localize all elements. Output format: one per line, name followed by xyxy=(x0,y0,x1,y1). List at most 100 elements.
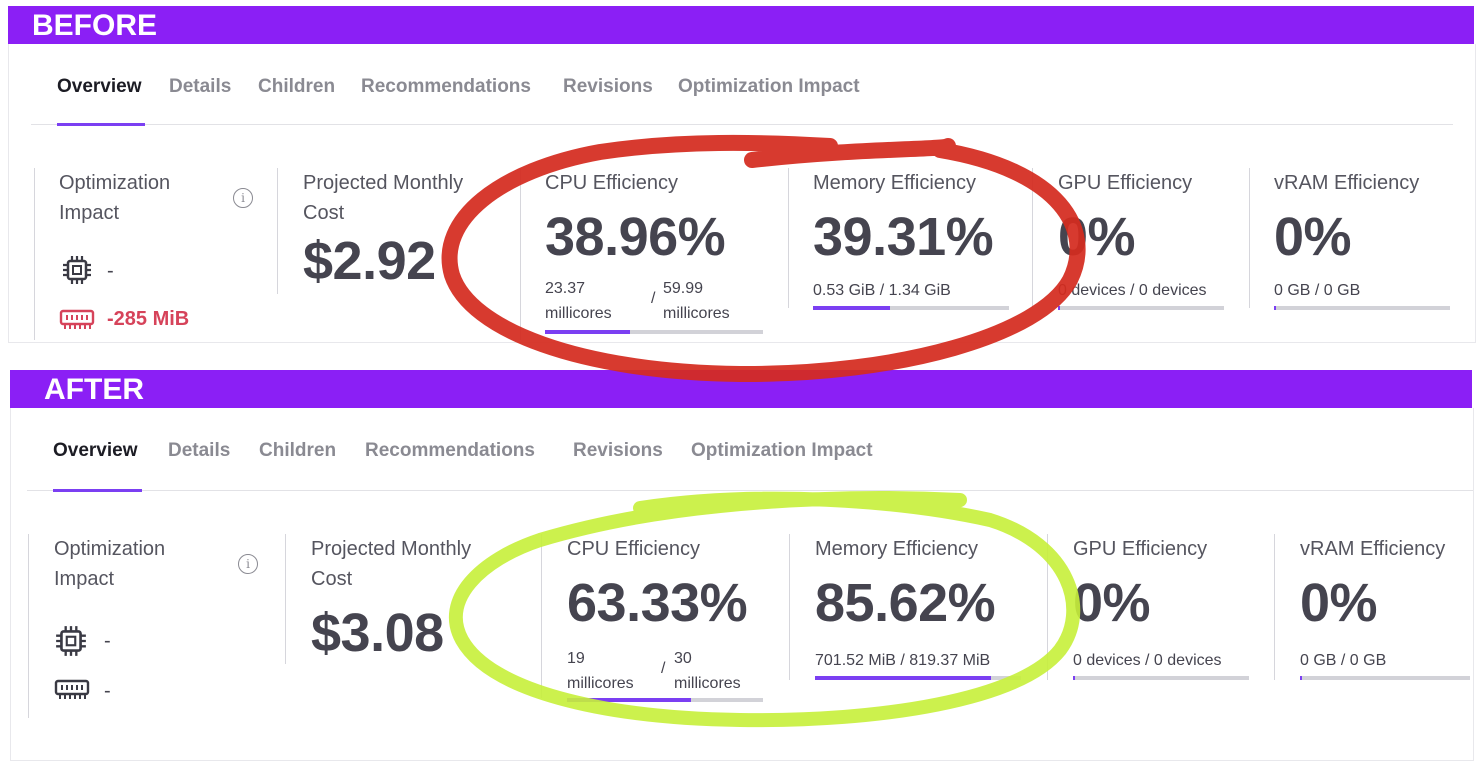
card-divider xyxy=(277,168,278,294)
after-banner: AFTER xyxy=(10,370,1472,408)
gpu-efficiency-bar-fill xyxy=(1058,306,1060,310)
cpu-used: 19 xyxy=(567,650,585,667)
memory-detail: 0.53 GiB / 1.34 GiB xyxy=(813,282,951,299)
cpu-efficiency-bar xyxy=(567,698,763,702)
gpu-efficiency-value: 0% xyxy=(1058,207,1136,267)
tab-children[interactable]: Children xyxy=(259,440,337,461)
cpu-efficiency-title: CPU Efficiency xyxy=(545,172,679,194)
cpu-efficiency-value: 38.96% xyxy=(545,207,726,267)
projected-cost-card: Projected Monthly Cost $2.92 xyxy=(303,168,493,308)
vram-detail: 0 GB / 0 GB xyxy=(1300,652,1387,669)
tab-revisions[interactable]: Revisions xyxy=(563,76,653,97)
cpu-efficiency-bar xyxy=(545,330,763,334)
active-tab-indicator xyxy=(53,489,142,492)
info-icon[interactable]: i xyxy=(238,554,258,574)
tab-optimization-impact[interactable]: Optimization Impact xyxy=(678,76,860,97)
tab-recommendations[interactable]: Recommendations xyxy=(365,440,535,461)
info-icon[interactable]: i xyxy=(233,188,253,208)
active-tab-indicator xyxy=(57,123,145,126)
memory-efficiency-title: Memory Efficiency xyxy=(813,172,977,194)
card-divider xyxy=(28,534,29,718)
tab-children[interactable]: Children xyxy=(258,76,336,97)
gpu-efficiency-bar-fill xyxy=(1073,676,1075,680)
vram-detail: 0 GB / 0 GB xyxy=(1274,282,1361,299)
tab-details[interactable]: Details xyxy=(169,76,232,97)
card-divider xyxy=(1274,534,1275,680)
projected-cost-title: Projected Monthly Cost xyxy=(311,538,472,590)
cpu-impact-value: - xyxy=(104,630,111,652)
gpu-efficiency-value: 0% xyxy=(1073,573,1151,633)
vram-efficiency-card: vRAM Efficiency 0% 0 GB / 0 GB xyxy=(1274,168,1454,318)
memory-efficiency-value: 39.31% xyxy=(813,207,994,267)
cpu-chip-icon xyxy=(56,626,86,656)
cpu-efficiency-value: 63.33% xyxy=(567,573,748,633)
gpu-efficiency-title: GPU Efficiency xyxy=(1058,172,1193,194)
vram-efficiency-bar xyxy=(1300,676,1470,680)
tab-revisions[interactable]: Revisions xyxy=(573,440,663,461)
tab-details[interactable]: Details xyxy=(168,440,231,461)
tab-overview[interactable]: Overview xyxy=(57,76,142,97)
gpu-efficiency-card: GPU Efficiency 0% 0 devices / 0 devices xyxy=(1073,534,1253,684)
memory-efficiency-bar-fill xyxy=(815,676,992,680)
projected-cost-title: Projected Monthly Cost xyxy=(303,172,464,224)
gpu-detail: 0 devices / 0 devices xyxy=(1073,652,1222,669)
before-panel: Overview Details Children Recommendation… xyxy=(8,44,1476,343)
vram-efficiency-title: vRAM Efficiency xyxy=(1274,172,1420,194)
tab-bar: Overview Details Children Recommendation… xyxy=(27,408,1473,492)
cpu-chip-icon xyxy=(63,256,91,284)
cpu-efficiency-card: CPU Efficiency 38.96% 23.37 millicores /… xyxy=(545,168,765,338)
optimization-impact-title: Optimization Impact xyxy=(54,538,166,590)
card-divider xyxy=(34,168,35,340)
memory-detail: 701.52 MiB / 819.37 MiB xyxy=(815,652,991,669)
card-divider xyxy=(788,168,789,308)
card-divider xyxy=(1047,534,1048,680)
cpu-used-unit: millicores xyxy=(567,675,634,692)
memory-impact-value: - xyxy=(104,680,111,702)
cpu-total: 59.99 xyxy=(663,280,704,297)
card-divider xyxy=(1249,168,1250,308)
cpu-total-unit: millicores xyxy=(674,675,741,692)
memory-efficiency-title: Memory Efficiency xyxy=(815,538,979,560)
optimization-impact-card: Optimization Impact i - - xyxy=(54,534,264,714)
projected-cost-value: $2.92 xyxy=(303,231,436,291)
cpu-used-unit: millicores xyxy=(545,305,612,322)
cpu-total: 30 xyxy=(674,650,692,667)
memory-efficiency-bar xyxy=(813,306,1009,310)
optimization-impact-title: Optimization Impact xyxy=(59,172,171,224)
tab-recommendations[interactable]: Recommendations xyxy=(361,76,531,97)
memory-impact-value: -285 MiB xyxy=(107,308,190,330)
gpu-efficiency-bar xyxy=(1058,306,1224,310)
card-divider xyxy=(789,534,790,680)
cpu-efficiency-card: CPU Efficiency 63.33% 19 millicores / 30… xyxy=(567,534,787,704)
vram-efficiency-bar-fill xyxy=(1300,676,1302,680)
vram-efficiency-title: vRAM Efficiency xyxy=(1300,538,1446,560)
vram-efficiency-value: 0% xyxy=(1274,207,1352,267)
cpu-separator: / xyxy=(661,660,666,677)
vram-efficiency-card: vRAM Efficiency 0% 0 GB / 0 GB xyxy=(1300,534,1470,684)
vram-efficiency-value: 0% xyxy=(1300,573,1378,633)
card-divider xyxy=(520,168,521,340)
memory-efficiency-card: Memory Efficiency 85.62% 701.52 MiB / 81… xyxy=(815,534,1035,684)
tab-overview[interactable]: Overview xyxy=(53,440,138,461)
after-panel: Overview Details Children Recommendation… xyxy=(10,408,1474,761)
optimization-impact-card: Optimization Impact i - -285 MiB xyxy=(59,168,259,338)
card-divider xyxy=(1032,168,1033,308)
memory-efficiency-bar xyxy=(815,676,1021,680)
cpu-efficiency-bar-fill xyxy=(567,698,692,702)
gpu-efficiency-bar xyxy=(1073,676,1249,680)
cpu-efficiency-title: CPU Efficiency xyxy=(567,538,701,560)
memory-module-icon xyxy=(59,309,95,329)
before-banner: BEFORE xyxy=(8,6,1474,44)
cpu-efficiency-bar-fill xyxy=(545,330,630,334)
projected-cost-card: Projected Monthly Cost $3.08 xyxy=(311,534,511,674)
cpu-impact-value: - xyxy=(107,260,114,282)
memory-efficiency-bar-fill xyxy=(813,306,891,310)
tab-optimization-impact[interactable]: Optimization Impact xyxy=(691,440,873,461)
cpu-used: 23.37 xyxy=(545,280,586,297)
memory-efficiency-value: 85.62% xyxy=(815,573,996,633)
vram-efficiency-bar xyxy=(1274,306,1450,310)
projected-cost-value: $3.08 xyxy=(311,603,444,663)
card-divider xyxy=(541,534,542,698)
gpu-efficiency-title: GPU Efficiency xyxy=(1073,538,1208,560)
gpu-detail: 0 devices / 0 devices xyxy=(1058,282,1207,299)
